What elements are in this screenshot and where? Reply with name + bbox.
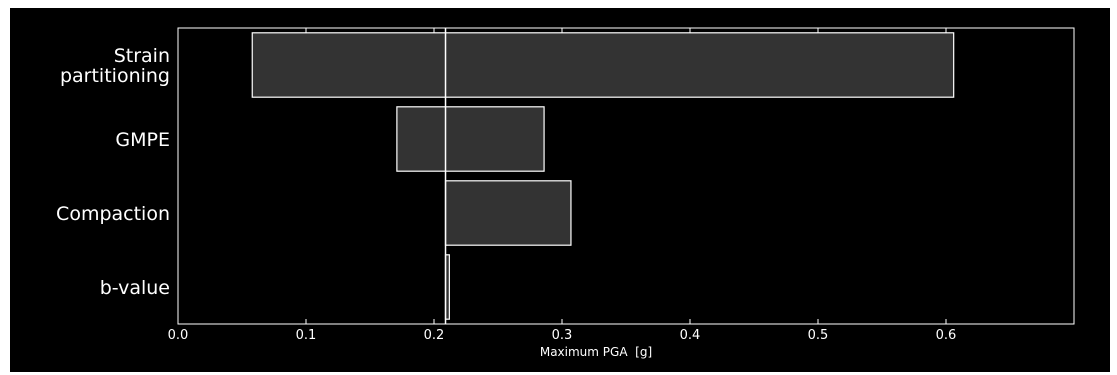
bar-compaction xyxy=(444,180,572,246)
category-label-strain-partitioning: Strain partitioning xyxy=(60,45,170,87)
x-tick-label: 0.5 xyxy=(808,328,829,343)
x-tick-label: 0.2 xyxy=(424,328,445,343)
x-tick-label: 0.4 xyxy=(680,328,701,343)
category-label-compaction: Compaction xyxy=(56,203,170,225)
plot-frame xyxy=(177,27,1075,325)
x-axis-title: Maximum PGA [g] xyxy=(540,345,652,359)
x-tick-label: 0.6 xyxy=(936,328,957,343)
x-tick-label: 0.3 xyxy=(552,328,573,343)
bars-group xyxy=(251,32,955,320)
category-label-b-value: b-value xyxy=(100,277,170,299)
category-labels-group: Strain partitioning GMPE Compaction b-value xyxy=(56,45,170,299)
x-ticks-group: 0.0 0.1 0.2 0.3 0.4 0.5 0.6 xyxy=(168,28,957,343)
tornado-chart-figure: 0.0 0.1 0.2 0.3 0.4 0.5 0.6 Strain partitioning… xyxy=(10,8,1110,372)
tornado-chart: 0.0 0.1 0.2 0.3 0.4 0.5 0.6 Strain partitioning… xyxy=(56,27,1075,359)
x-tick-label: 0.1 xyxy=(296,328,317,343)
bar-strain-partitioning xyxy=(251,32,955,98)
x-tick-label: 0.0 xyxy=(168,328,189,343)
bar-gmpe xyxy=(396,106,545,172)
category-label-gmpe: GMPE xyxy=(115,129,170,151)
